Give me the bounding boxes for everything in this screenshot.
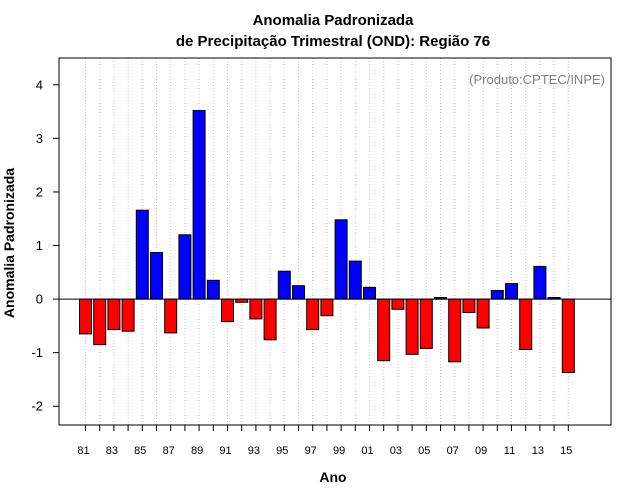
x-tick-label: 87: [163, 445, 175, 457]
bar-81: [79, 298, 92, 335]
bar-03: [391, 298, 405, 310]
x-tick-label: 05: [418, 445, 430, 457]
bar-85: [135, 209, 149, 300]
bar-98: [320, 298, 334, 317]
gridlines: [85, 58, 569, 425]
y-tick-label: 1: [36, 238, 43, 253]
bar-87: [164, 298, 178, 334]
bar-86: [150, 252, 163, 300]
x-tick-label: 83: [106, 445, 118, 457]
bar-07: [448, 298, 462, 363]
y-tick-label: -1: [31, 345, 43, 360]
bar-83: [107, 298, 121, 331]
bar-12: [519, 298, 533, 351]
bar-13: [533, 265, 547, 300]
bar-88: [178, 234, 192, 300]
x-tick-label: 81: [77, 445, 89, 457]
bar-84: [121, 298, 135, 332]
bar-08: [462, 298, 476, 314]
bar-97: [306, 298, 320, 331]
bar-96: [292, 285, 305, 300]
y-axis-label: Anomalia Padronizada: [1, 168, 17, 318]
x-tick-label: 01: [361, 445, 373, 457]
bar-05: [419, 298, 433, 349]
x-tick-label: 85: [134, 445, 146, 457]
chart-title-line2: de Precipitação Trimestral (OND): Região…: [176, 33, 490, 50]
x-tick-label: 03: [390, 445, 402, 457]
y-tick-label: -2: [31, 399, 43, 414]
bar-82: [93, 298, 107, 346]
x-tick-label: 11: [504, 445, 515, 457]
y-tick-label: 4: [36, 77, 43, 92]
bar-11: [505, 283, 518, 300]
x-tick-label: 93: [248, 445, 260, 457]
bar-09: [476, 298, 490, 329]
x-tick-label: 95: [276, 445, 288, 457]
x-tick-label: 13: [532, 445, 544, 457]
bar-02: [377, 298, 391, 362]
bar-99: [334, 219, 348, 300]
y-axis: -2 -1 0 1 2 3 4: [31, 77, 59, 414]
x-tick-label: 09: [475, 445, 487, 457]
bar-94: [263, 298, 277, 341]
bar-89: [192, 110, 206, 300]
x-tick-label: 99: [333, 445, 345, 457]
bar-00: [348, 260, 362, 300]
x-tick-label: 89: [191, 445, 203, 457]
y-tick-label: 3: [36, 131, 43, 146]
chart-title-line1: Anomalia Padronizada: [253, 12, 415, 29]
plot-frame: [58, 57, 612, 426]
bar-01: [363, 286, 376, 300]
x-axis: 81 83 85 87 89 91 93 95 97 99 01 03 05 07 09 11 13 15: [77, 425, 572, 457]
x-tick-label: 97: [305, 445, 317, 457]
bar-90: [206, 279, 220, 300]
bar-93: [249, 298, 263, 320]
credit-label: (Produto:CPTEC/INPE): [469, 72, 605, 87]
y-tick-label: 2: [36, 184, 43, 199]
bar-15: [561, 298, 575, 374]
x-tick-label: 91: [219, 445, 231, 457]
bar-91: [221, 298, 234, 323]
bar-04: [405, 298, 419, 355]
y-tick-label: 0: [36, 292, 43, 307]
bar-95: [277, 270, 291, 300]
x-tick-label: 07: [447, 445, 459, 457]
x-axis-label: Ano: [319, 469, 346, 485]
x-tick-label: 15: [560, 445, 572, 457]
bar-10: [490, 290, 504, 300]
